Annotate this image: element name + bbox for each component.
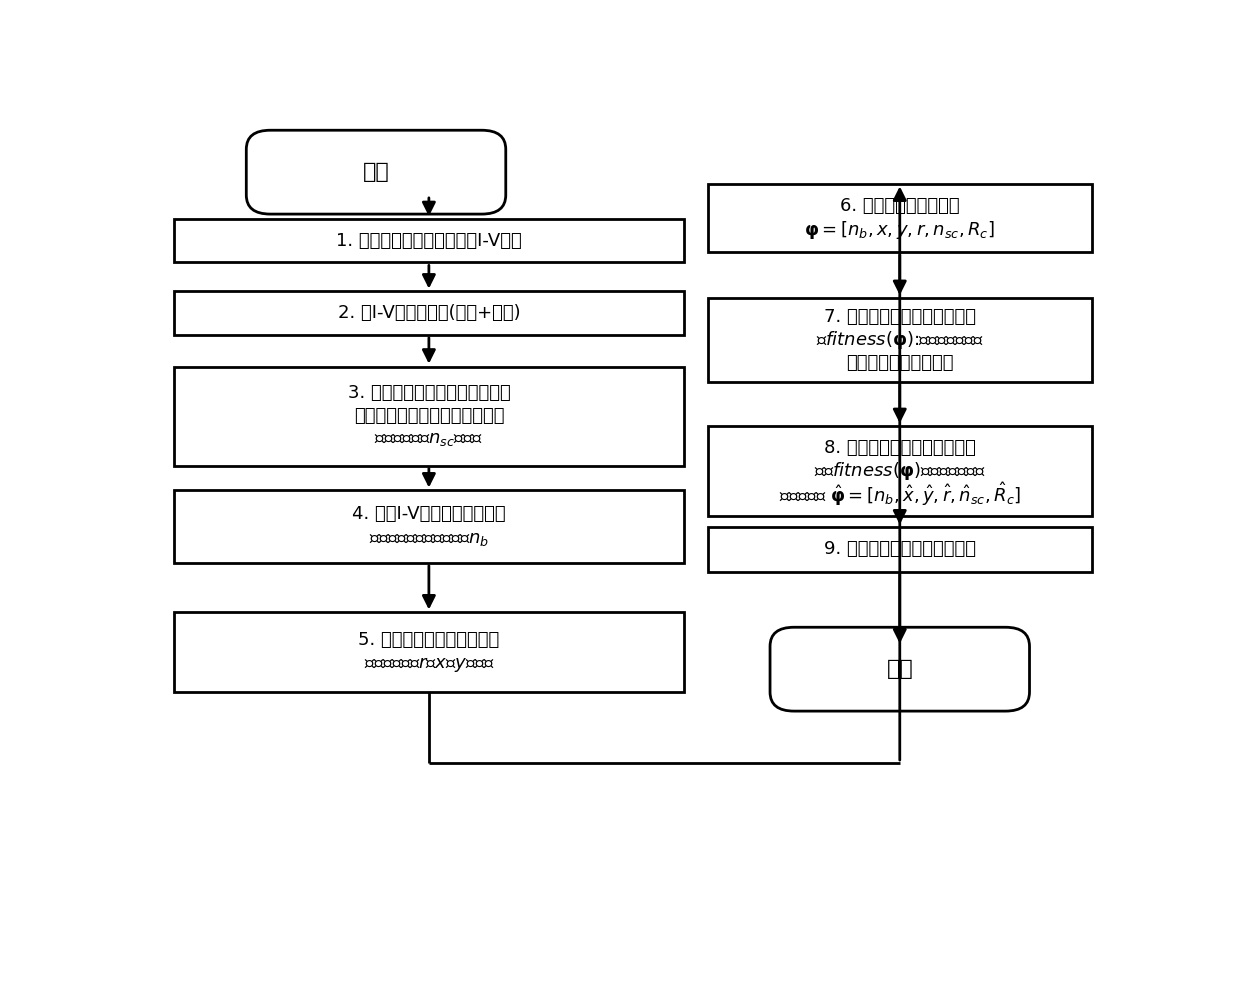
- Text: 极管短路个数$n_{sc}$的范围: 极管短路个数$n_{sc}$的范围: [374, 430, 484, 447]
- FancyBboxPatch shape: [174, 613, 683, 692]
- FancyBboxPatch shape: [174, 291, 683, 335]
- Text: 6. 建立待辨识参数向量: 6. 建立待辨识参数向量: [839, 197, 960, 215]
- Text: $\boldsymbol{\varphi}=[n_b,x,y,r,n_{sc},R_c]$: $\boldsymbol{\varphi}=[n_b,x,y,r,n_{sc},…: [805, 219, 996, 242]
- Text: 下阵列模型输出开路电压估算二: 下阵列模型输出开路电压估算二: [353, 407, 505, 425]
- Text: 识辨识向量 $\hat{\boldsymbol{\varphi}}=[n_b,\hat{x},\hat{y},\hat{r},\hat{n}_{sc},\hat: 识辨识向量 $\hat{\boldsymbol{\varphi}}=[n_b,\…: [779, 480, 1021, 508]
- Text: 而获取等效阴影块的个数$n_b$: 而获取等效阴影块的个数$n_b$: [368, 530, 489, 547]
- Text: 开始: 开始: [362, 162, 389, 182]
- FancyBboxPatch shape: [708, 183, 1092, 252]
- Text: 3. 根据实测开路电压与正常情况: 3. 根据实测开路电压与正常情况: [347, 384, 511, 402]
- FancyBboxPatch shape: [708, 298, 1092, 382]
- Text: 曲线电压的均方根误差: 曲线电压的均方根误差: [846, 353, 954, 371]
- Text: 数$fitness(\boldsymbol{\varphi})$:实测曲线与仿真: 数$fitness(\boldsymbol{\varphi})$:实测曲线与仿真: [816, 329, 983, 350]
- Text: 结束: 结束: [887, 659, 913, 679]
- FancyBboxPatch shape: [174, 366, 683, 465]
- FancyBboxPatch shape: [708, 528, 1092, 571]
- Text: 9. 输出辨识结果，及故障参数: 9. 输出辨识结果，及故障参数: [823, 541, 976, 558]
- FancyBboxPatch shape: [174, 219, 683, 262]
- Text: 2. 对I-V曲线预处理(插値+滤波): 2. 对I-V曲线预处理(插値+滤波): [337, 304, 521, 322]
- Text: 影块相关参数$r$、$x$、$y$的范围: 影块相关参数$r$、$x$、$y$的范围: [363, 655, 495, 674]
- FancyBboxPatch shape: [770, 628, 1029, 711]
- FancyBboxPatch shape: [708, 426, 1092, 516]
- Text: 1. 扫描阵列，获取阵列实测I-V曲线: 1. 扫描阵列，获取阵列实测I-V曲线: [336, 232, 522, 249]
- Text: 8. 采用差分进化算法优化目标: 8. 采用差分进化算法优化目标: [823, 440, 976, 457]
- FancyBboxPatch shape: [247, 131, 506, 214]
- Text: 5. 根据台阶点的坐标估算阴: 5. 根据台阶点的坐标估算阴: [358, 632, 500, 649]
- Text: 4. 获取I-V曲线台阶个数，从: 4. 获取I-V曲线台阶个数，从: [352, 506, 506, 524]
- Text: 函数$fitness(\boldsymbol{\varphi})$，求得最优待辨: 函数$fitness(\boldsymbol{\varphi})$，求得最优待辨: [813, 460, 986, 482]
- FancyBboxPatch shape: [174, 490, 683, 563]
- Text: 7. 确定带约束的最优化目标函: 7. 确定带约束的最优化目标函: [823, 308, 976, 326]
